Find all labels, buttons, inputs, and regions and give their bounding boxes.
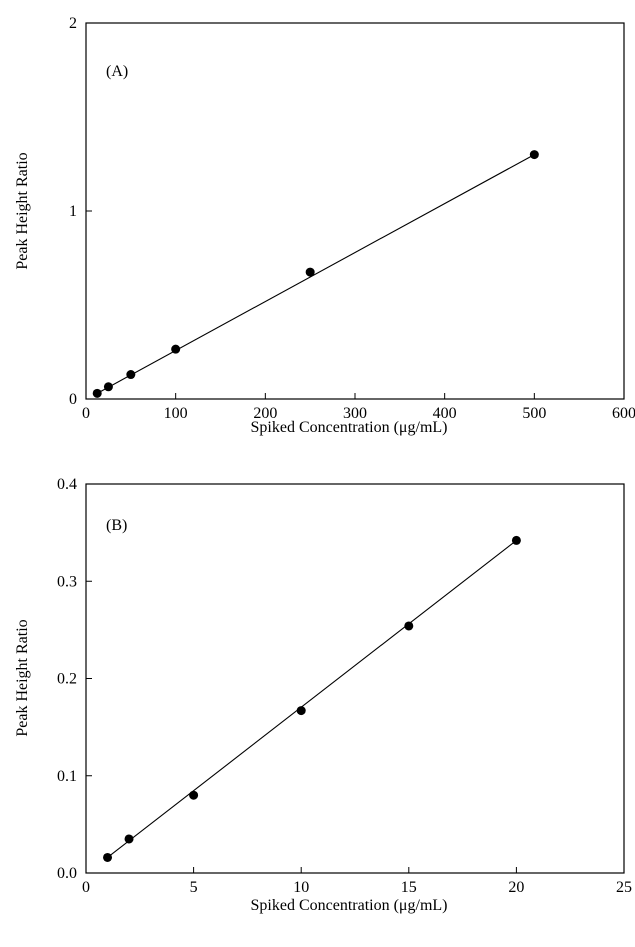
chart-a-x-tick-label: 400: [433, 405, 457, 422]
chart-b-fit-line: [107, 539, 517, 858]
chart-b-y-tick-label: 0.1: [57, 768, 77, 785]
chart-b-plot-frame: [85, 483, 625, 874]
chart-b-y-tick-label: 0.4: [57, 476, 77, 493]
chart-b-x-tick-label: 5: [190, 879, 198, 896]
chart-a-plot-frame: [85, 22, 625, 400]
chart-b-data-point: [511, 535, 521, 545]
chart-b-data-point: [103, 852, 113, 862]
chart-a-data-point: [92, 388, 102, 398]
chart-a-x-tick-label: 200: [253, 405, 277, 422]
chart-a-data-point: [103, 382, 113, 392]
chart-a-data-point: [529, 150, 539, 160]
chart-panel-b: 0 5 10 15 20 25 0.0 0.1 0.2 0.3 0.4 Spiked Concentr…: [14, 476, 632, 914]
chart-b-x-tick-label: 15: [401, 879, 417, 896]
chart-a-x-tick-label: 100: [164, 405, 188, 422]
chart-b-x-axis-title: Spiked Concentration (μg/mL): [251, 897, 448, 914]
chart-a-x-tick-label: 600: [612, 405, 635, 422]
chart-b-y-axis-title: Peak Height Ratio: [14, 619, 31, 736]
chart-b-x-tick-label: 10: [293, 879, 309, 896]
chart-a-y-axis-title: Peak Height Ratio: [14, 152, 31, 269]
chart-a-data-point: [171, 344, 181, 354]
chart-b-x-tick-label: 0: [82, 879, 90, 896]
chart-a-y-tick-label: 2: [69, 15, 77, 32]
chart-a-y-tick-label: 1: [69, 203, 77, 220]
chart-a-x-tick-label: 0: [82, 405, 90, 422]
chart-a-data-point: [305, 267, 315, 277]
chart-b-data-point: [189, 790, 199, 800]
chart-panel-a: 0 100 200 300 400 500 600 0 1 2 Spiked Concentrati…: [14, 15, 635, 436]
chart-b-panel-label: (B): [106, 517, 127, 534]
chart-a-x-axis-title: Spiked Concentration (μg/mL): [251, 419, 448, 436]
chart-b-data-point: [296, 706, 306, 716]
chart-a-fit-line: [96, 154, 535, 394]
chart-a-x-tick-label: 500: [522, 405, 546, 422]
chart-a-panel-label: (A): [106, 63, 128, 80]
chart-a-x-tick-label: 300: [343, 405, 367, 422]
chart-b-x-tick-label: 25: [616, 879, 632, 896]
chart-a-data-point: [126, 370, 136, 380]
chart-b-y-tick-label: 0.2: [57, 671, 77, 688]
chart-b-y-tick-label: 0.3: [57, 573, 77, 590]
chart-b-data-point: [404, 621, 414, 631]
chart-b-y-tick-label: 0.0: [57, 865, 77, 882]
chart-a-y-tick-label: 0: [69, 391, 77, 408]
chart-b-data-point: [124, 834, 134, 844]
chart-b-x-tick-label: 20: [508, 879, 524, 896]
